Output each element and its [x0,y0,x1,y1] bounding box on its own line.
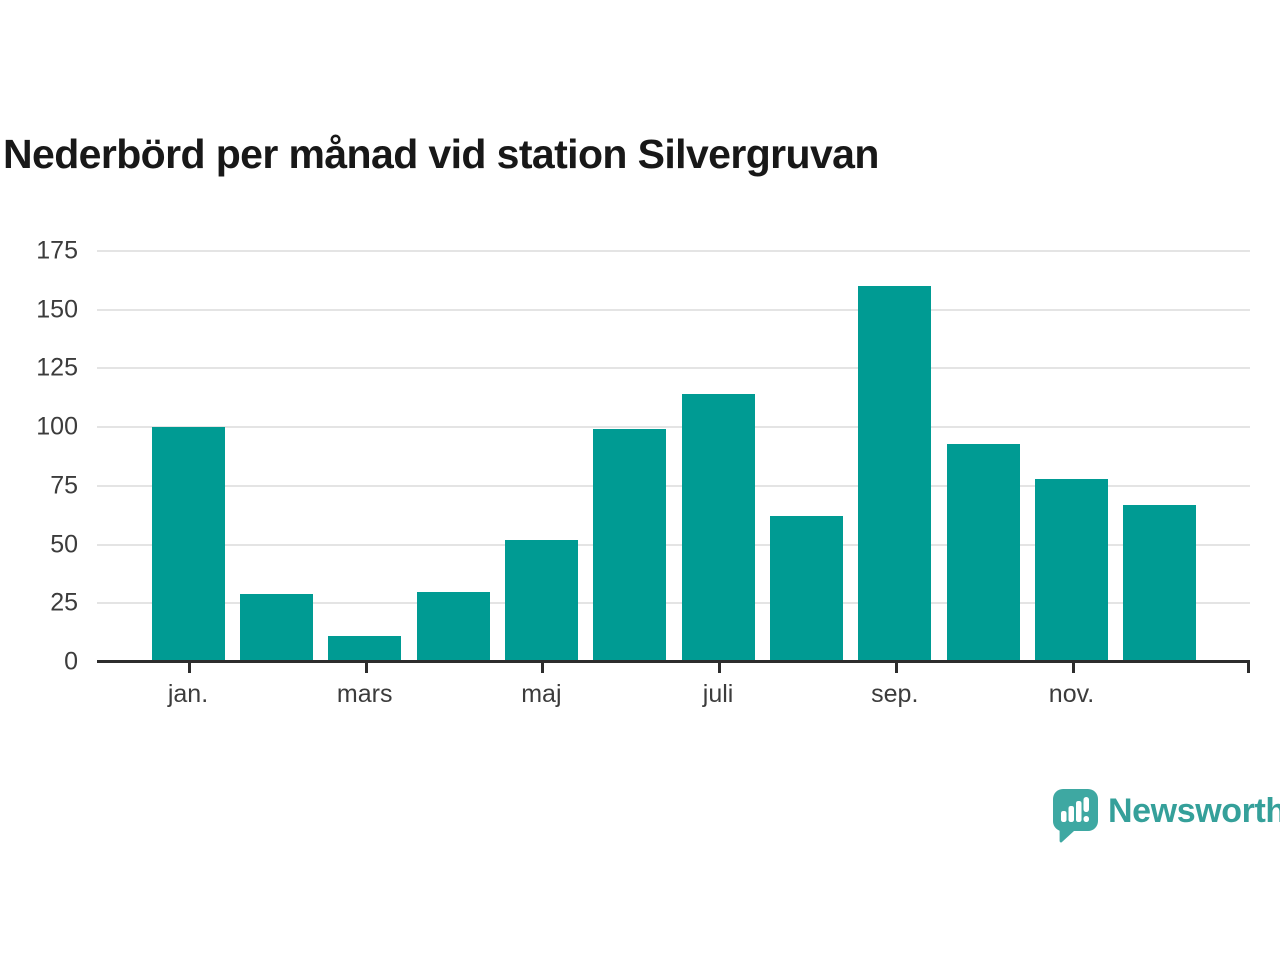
y-axis-tick-label: 0 [64,647,78,676]
bar-chart-speech-bubble-icon [1052,788,1099,849]
bar-nov [1035,478,1108,662]
x-axis-tick [718,662,722,673]
y-axis-tick-label: 25 [50,588,78,617]
bar-apr [416,591,490,662]
bar-dec [1123,504,1197,662]
gridline-75 [97,484,1250,487]
bar-maj [504,539,578,662]
x-axis-line [97,660,1250,663]
y-axis-tick-label: 50 [50,530,78,559]
x-axis-tick-label: juli [702,680,734,708]
gridline-125 [97,367,1250,370]
bar-mars [328,636,402,662]
bar-juli [681,394,755,662]
bar-okt [946,443,1020,662]
x-axis-tick [1247,662,1250,673]
gridline-25 [97,602,1250,605]
x-axis-tick [541,662,545,673]
gridline-150 [97,308,1250,311]
bar-sep [858,286,932,662]
y-axis-tick-label: 125 [36,353,78,382]
y-axis-tick-label: 175 [36,236,78,265]
newsworthy-logo: Newsworthy [1052,788,1280,849]
chart-title: Nederbörd per månad vid station Silvergr… [3,131,879,177]
x-axis-tick [364,662,368,673]
x-axis-tick-label: jan. [167,680,209,708]
gridline-100 [97,426,1250,429]
bar-aug [769,516,843,662]
logo-wordmark: Newsworthy [1108,792,1280,830]
y-axis-tick-label: 100 [36,412,78,441]
bar-feb [239,593,313,662]
bar-jan [151,427,225,662]
bar-juni [593,429,667,662]
x-axis-tick [894,662,898,673]
x-axis-tick-label: nov. [1048,680,1095,708]
y-axis-tick-label: 75 [50,471,78,500]
x-axis-tick [188,662,191,673]
x-axis-tick-label: sep. [871,680,919,708]
gridline-50 [97,543,1250,546]
x-axis-tick-label: mars [336,680,393,708]
y-axis-tick-label: 150 [36,295,78,324]
gridline-175 [97,250,1250,252]
x-axis-tick [1071,662,1075,673]
x-axis-tick-label: maj [521,680,562,708]
